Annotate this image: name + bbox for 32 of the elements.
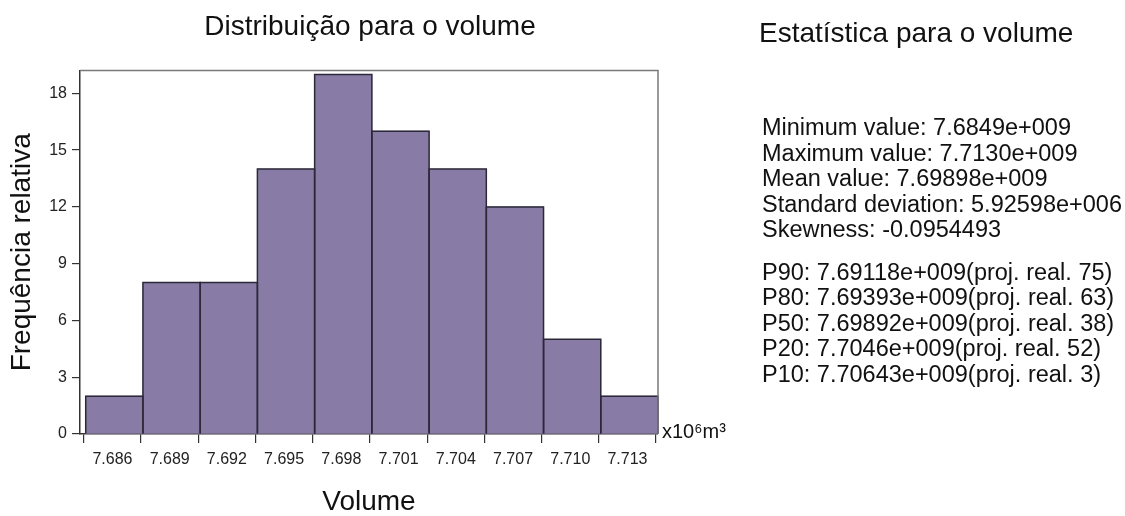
- x-tick-label: 7.692: [206, 450, 247, 468]
- x-tick-label: 7.713: [607, 450, 648, 468]
- text: P20: 7.7046e+009(proj. real. 52): [762, 335, 1102, 362]
- y-tick-label: 6: [58, 310, 68, 328]
- x-axis-title: Volume: [322, 484, 416, 516]
- x-tick-label: 7.704: [435, 450, 476, 468]
- text: Skewness: -0.0954493: [762, 216, 1003, 243]
- text: P10: 7.70643e+009(proj. real. 3): [762, 360, 1103, 387]
- x-tick-label: 7.701: [378, 450, 419, 468]
- x-tick-label: 7.695: [264, 450, 305, 468]
- text: x10⁶m³: [662, 419, 727, 442]
- chart-title: Distribuição para o volume: [204, 9, 536, 41]
- text: P50: 7.69892e+009(proj. real. 38): [762, 309, 1116, 336]
- text: Mean value: 7.69898e+009: [762, 165, 1049, 192]
- y-axis-title: Frequência relativa: [4, 132, 36, 372]
- y-tick-label: 9: [58, 254, 68, 272]
- text: Standard deviation: 5.92598e+006: [762, 190, 1122, 217]
- x-tick-label: 7.707: [493, 450, 534, 468]
- y-tick-label: 15: [49, 140, 68, 158]
- y-tick-label: 12: [49, 197, 68, 215]
- text: P90: 7.69118e+009(proj. real. 75): [762, 258, 1114, 285]
- x-tick-label: 7.689: [149, 450, 190, 468]
- text: P80: 7.69393e+009(proj. real. 63): [762, 284, 1116, 311]
- text: Minimum value: 7.6849e+009: [762, 114, 1072, 141]
- y-tick-label: 0: [58, 424, 68, 442]
- y-tick-label: 18: [49, 83, 68, 101]
- x-tick-label: 7.698: [321, 450, 362, 468]
- y-tick-label: 3: [58, 367, 68, 385]
- text: Estatística para o volume: [759, 16, 1075, 50]
- x-tick-label: 7.686: [92, 450, 133, 468]
- x-tick-label: 7.710: [550, 450, 591, 468]
- text: Maximum value: 7.7130e+009: [762, 139, 1079, 166]
